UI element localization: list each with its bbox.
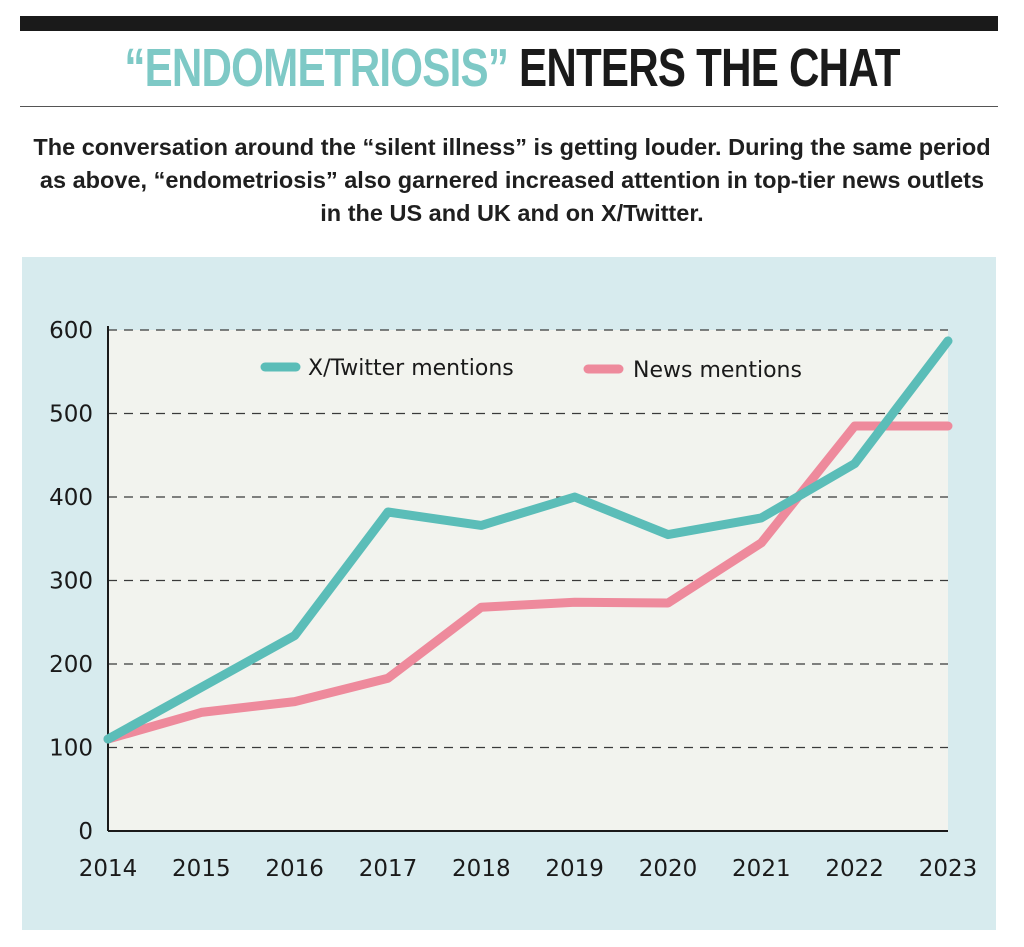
y-tick-600: 600 (49, 318, 93, 344)
y-tick-400: 400 (49, 485, 93, 511)
y-tick-500: 500 (49, 402, 93, 428)
y-tick-300: 300 (49, 569, 93, 595)
x-tick-2019: 2019 (545, 856, 604, 882)
series-line-news (103, 421, 953, 744)
y-tick-labels: 0 100 200 300 400 500 600 (49, 318, 93, 845)
x-tick-2014: 2014 (79, 856, 138, 882)
y-tick-200: 200 (49, 652, 93, 678)
x-tick-labels: 2014 2015 2016 2017 2018 2019 2020 2021 2022 2023 (79, 856, 978, 882)
x-tick-2018: 2018 (452, 856, 511, 882)
legend-label-twitter: X/Twitter mentions (308, 356, 514, 381)
y-tick-0: 0 (78, 819, 93, 845)
title-rest: ENTERS THE CHAT (508, 38, 900, 98)
x-tick-2023: 2023 (919, 856, 978, 882)
x-tick-2016: 2016 (265, 856, 324, 882)
title-divider (20, 106, 998, 107)
x-tick-2015: 2015 (172, 856, 231, 882)
x-tick-2021: 2021 (732, 856, 791, 882)
axes (107, 326, 948, 832)
page-title: “ENDOMETRIOSIS” ENTERS THE CHAT (113, 36, 912, 100)
title-accent: “ENDOMETRIOSIS” (124, 38, 509, 98)
x-tick-2020: 2020 (639, 856, 698, 882)
subtitle: The conversation around the “silent illn… (33, 134, 991, 226)
top-bar (20, 16, 998, 31)
y-tick-100: 100 (49, 736, 93, 762)
x-tick-2017: 2017 (359, 856, 418, 882)
series-lines (103, 336, 953, 744)
grid-lines (108, 329, 948, 749)
series-line-twitter (103, 336, 953, 744)
legend-label-news: News mentions (633, 358, 802, 383)
legend: X/Twitter mentions News mentions (260, 356, 802, 383)
x-tick-2022: 2022 (825, 856, 884, 882)
